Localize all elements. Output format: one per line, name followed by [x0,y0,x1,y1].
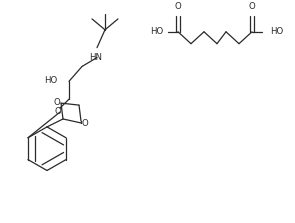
Text: O: O [54,98,60,107]
Text: HN: HN [89,53,102,62]
Text: O: O [82,120,88,128]
Text: O: O [175,2,181,11]
Text: HO: HO [150,27,163,36]
Text: HO: HO [270,27,283,36]
Text: O: O [55,107,61,116]
Text: HO: HO [44,76,57,85]
Text: O: O [249,2,255,11]
